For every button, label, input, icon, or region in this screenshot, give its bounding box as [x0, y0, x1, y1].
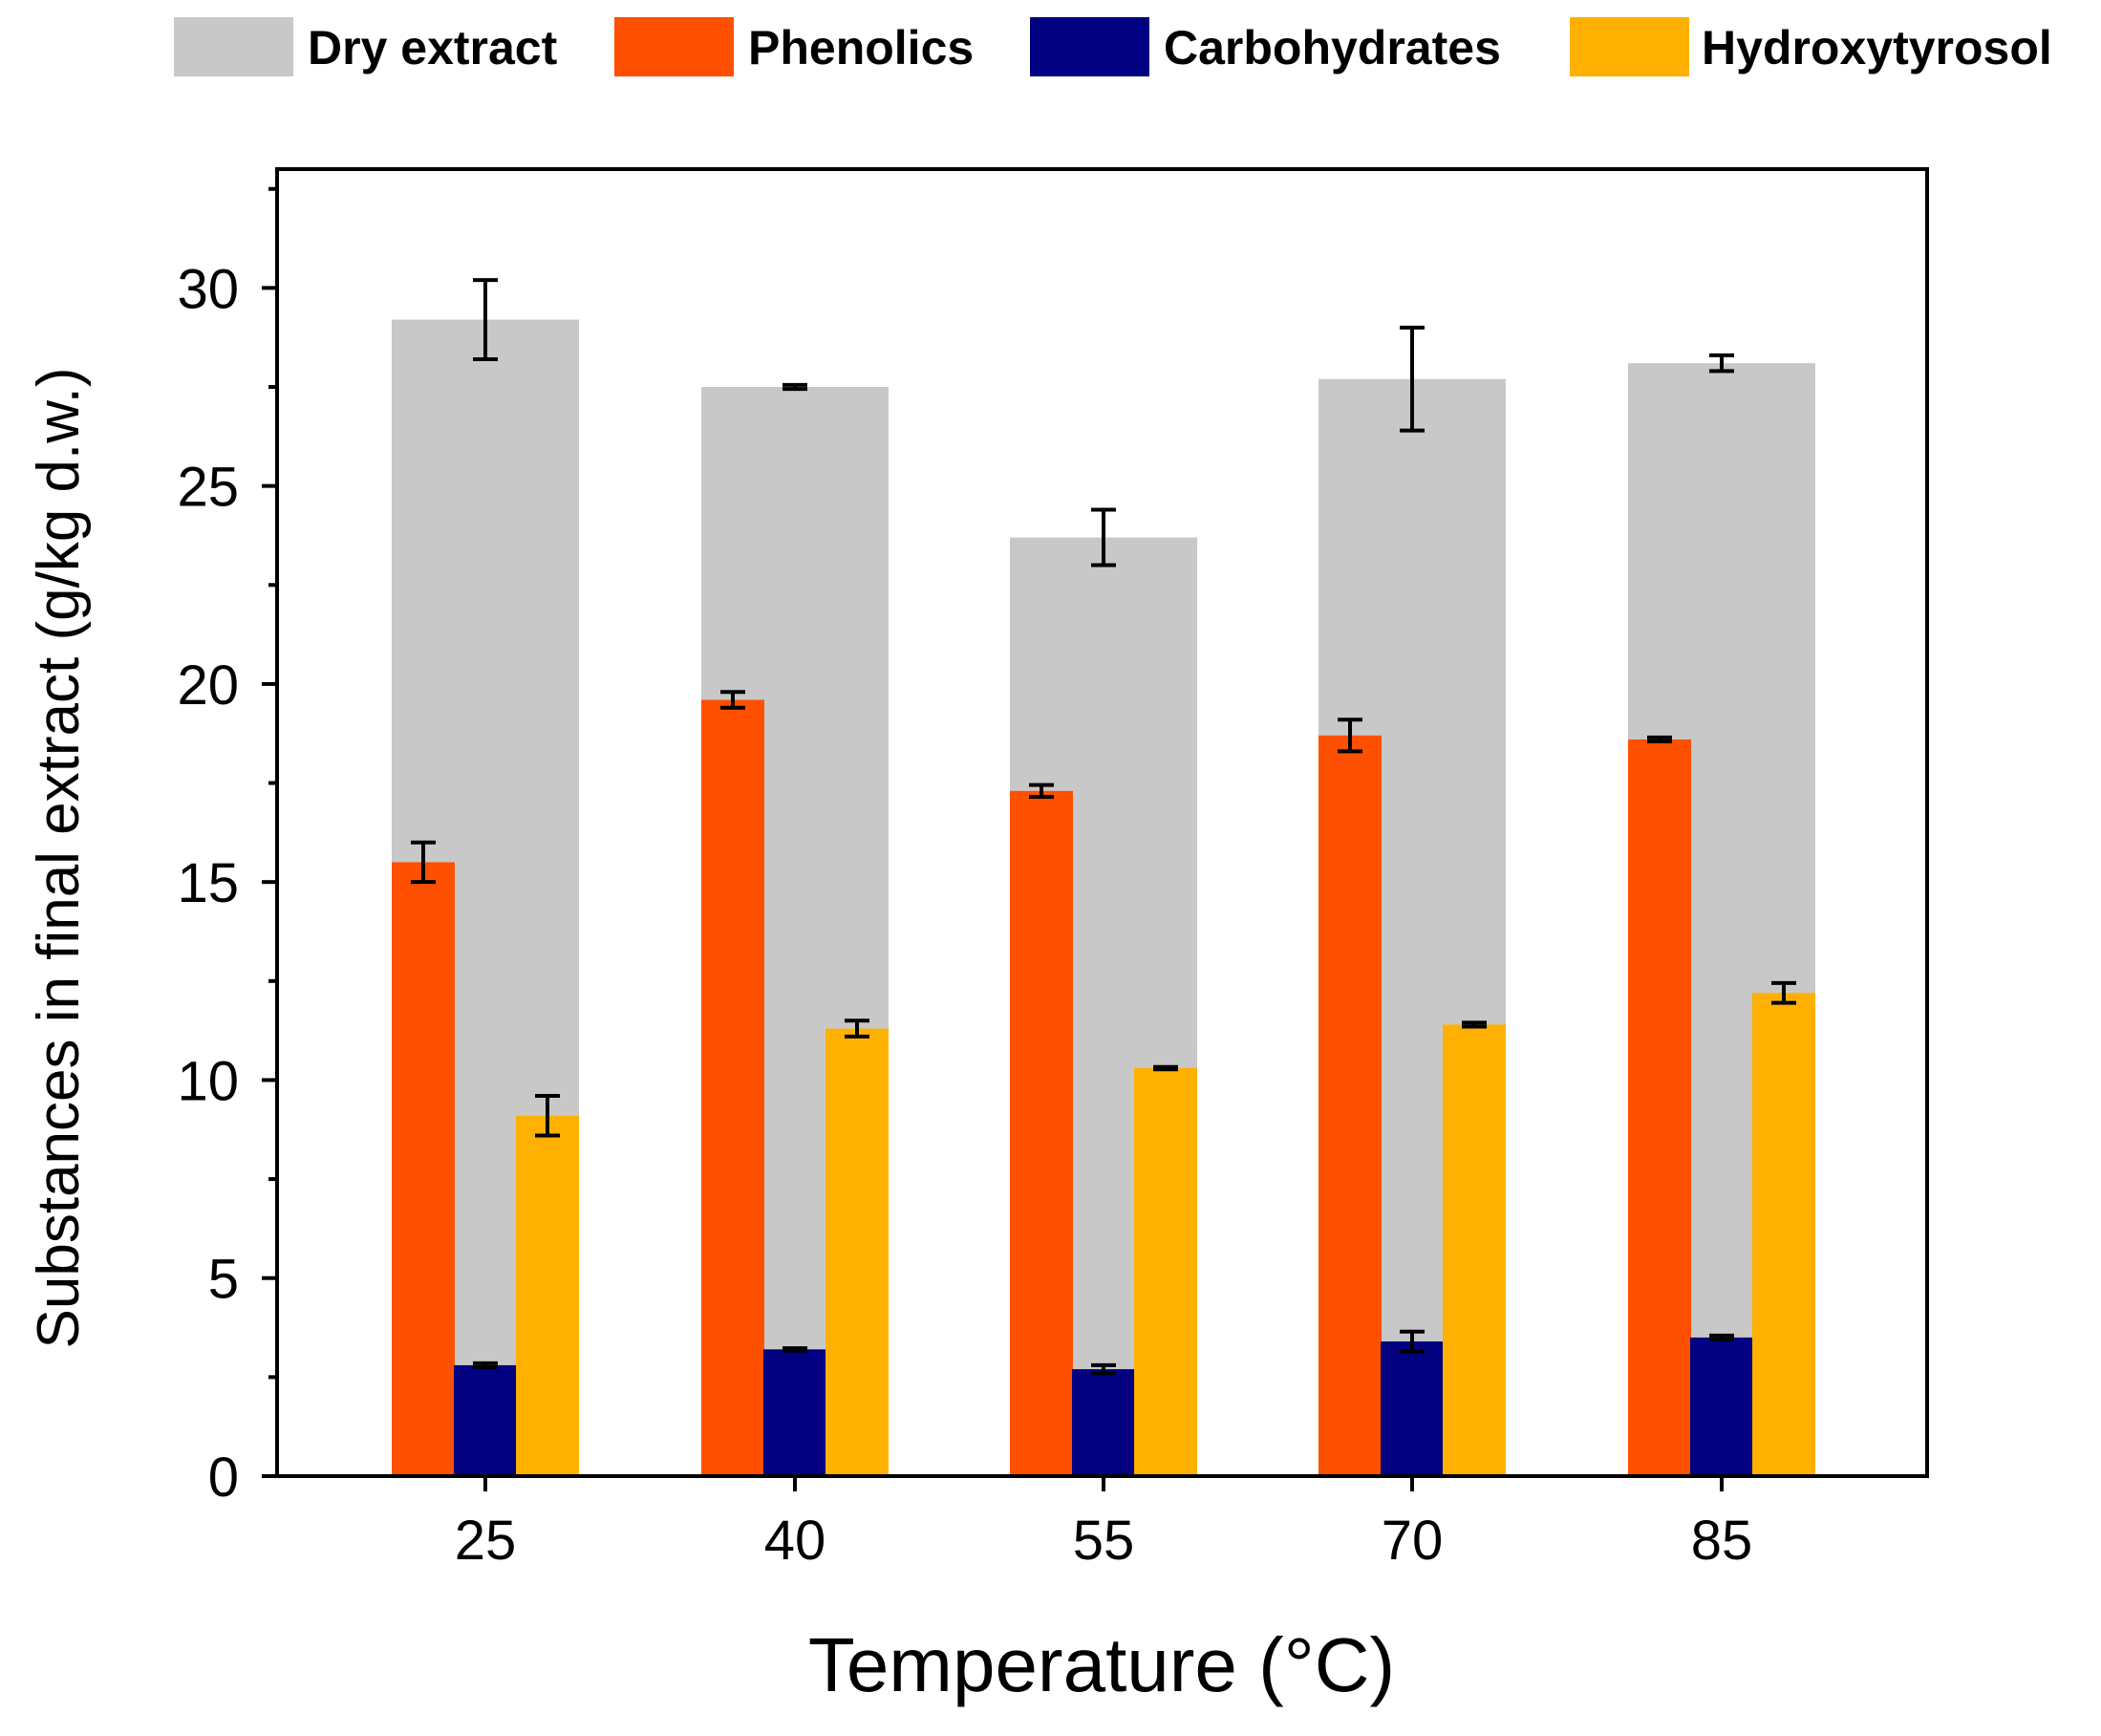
bar-phenolics-85: [1628, 739, 1691, 1476]
error-bar-phenolics-25: [411, 840, 436, 885]
legend-item-phenolics: Phenolics: [614, 17, 974, 76]
legend-item-hydroxytyrosol: Hydroxytyrosol: [1570, 17, 2052, 76]
error-bar-phenolics-85: [1647, 735, 1672, 744]
error-bar-carbohydrates-70: [1400, 1329, 1425, 1354]
bar-carbohydrates-40: [763, 1349, 826, 1476]
bar-phenolics-70: [1318, 735, 1382, 1476]
error-bar-carbohydrates-40: [783, 1346, 807, 1353]
legend-label-hydroxytyrosol: Hydroxytyrosol: [1702, 21, 2052, 75]
x-tick-label-25: 25: [455, 1510, 517, 1572]
error-bar-dry-extract-85: [1709, 353, 1734, 374]
error-bar-carbohydrates-25: [473, 1361, 498, 1369]
bar-carbohydrates-70: [1381, 1341, 1444, 1476]
y-tick-label-15: 15: [177, 852, 239, 914]
error-bar-carbohydrates-55: [1091, 1362, 1116, 1376]
legend-swatch-carbohydrates: [1030, 17, 1149, 76]
error-bar-hydroxytyrosol-25: [535, 1094, 560, 1138]
y-tick-label-20: 20: [177, 654, 239, 717]
error-bar-phenolics-70: [1338, 718, 1362, 754]
x-axis: 25 40 55 70 85: [455, 1476, 1753, 1572]
bar-phenolics-55: [1010, 790, 1073, 1476]
legend-label-carbohydrates: Carbohydrates: [1164, 21, 1501, 75]
y-tick-label-25: 25: [177, 457, 239, 519]
legend-swatch-phenolics: [614, 17, 734, 76]
y-tick-label-30: 30: [177, 258, 239, 320]
bar-hydroxytyrosol-25: [516, 1115, 579, 1476]
bar-hydroxytyrosol-40: [825, 1028, 889, 1476]
error-bar-phenolics-40: [720, 690, 745, 710]
bar-carbohydrates-55: [1072, 1369, 1135, 1476]
y-tick-label-10: 10: [177, 1050, 239, 1112]
bar-carbohydrates-85: [1690, 1337, 1753, 1476]
x-tick-label-55: 55: [1073, 1510, 1135, 1572]
legend-label-phenolics: Phenolics: [748, 21, 974, 75]
legend-swatch-hydroxytyrosol: [1570, 17, 1689, 76]
bar-hydroxytyrosol-55: [1134, 1068, 1197, 1476]
y-tick-label-0: 0: [208, 1447, 239, 1509]
error-bar-phenolics-55: [1029, 782, 1054, 800]
error-bar-hydroxytyrosol-70: [1462, 1020, 1487, 1029]
bar-hydroxytyrosol-70: [1443, 1024, 1506, 1476]
error-bar-dry-extract-55: [1091, 507, 1116, 568]
bars-layer: [392, 319, 1815, 1477]
x-axis-title: Temperature (°C): [808, 1622, 1395, 1707]
y-axis: 0 5 10 15 20 25 30: [177, 186, 277, 1509]
legend-item-carbohydrates: Carbohydrates: [1030, 17, 1501, 76]
y-tick-label-5: 5: [208, 1249, 239, 1311]
error-bar-dry-extract-70: [1400, 325, 1425, 433]
error-bar-hydroxytyrosol-85: [1771, 980, 1796, 1005]
legend: Dry extract Phenolics Carbohydrates Hydr…: [174, 17, 2052, 76]
error-bars-layer: [411, 278, 1796, 1376]
x-tick-label-70: 70: [1382, 1510, 1444, 1572]
error-bar-carbohydrates-85: [1709, 1333, 1734, 1341]
x-tick-label-40: 40: [764, 1510, 826, 1572]
error-bar-hydroxytyrosol-55: [1153, 1064, 1178, 1072]
x-tick-label-85: 85: [1691, 1510, 1753, 1572]
error-bar-dry-extract-25: [473, 278, 498, 361]
legend-swatch-dry-extract: [174, 17, 293, 76]
bar-hydroxytyrosol-85: [1752, 993, 1815, 1476]
legend-item-dry-extract: Dry extract: [174, 17, 558, 76]
bar-phenolics-40: [701, 699, 764, 1476]
error-bar-dry-extract-40: [783, 382, 807, 392]
y-axis-title: Substances in final extract (g/kg d.w.): [26, 368, 92, 1349]
error-bar-hydroxytyrosol-40: [845, 1018, 869, 1039]
bar-carbohydrates-25: [454, 1364, 517, 1476]
bar-phenolics-25: [392, 862, 455, 1476]
legend-label-dry-extract: Dry extract: [308, 21, 558, 75]
